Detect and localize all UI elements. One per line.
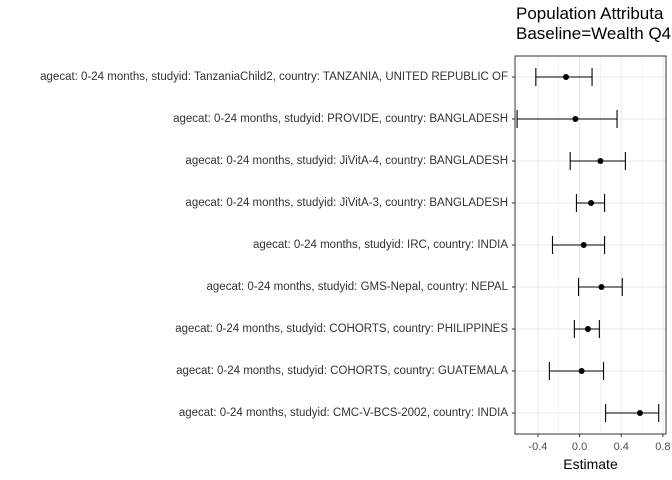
x-axis-title: Estimate <box>563 456 618 472</box>
error-bars-layer <box>516 68 660 422</box>
category-label: agecat: 0-24 months, studyid: JiVitA-4, … <box>185 155 508 167</box>
error-bar <box>569 152 626 170</box>
error-bar <box>516 110 618 128</box>
error-bar <box>573 320 600 338</box>
error-bar <box>575 194 606 212</box>
estimate-point <box>572 116 579 122</box>
category-label: agecat: 0-24 months, studyid: TanzaniaCh… <box>40 71 508 83</box>
plot-title: Population Attributa Baseline=Wealth Q4 <box>516 4 672 44</box>
x-tick-label: 0.8 <box>655 441 671 453</box>
estimate-point <box>578 368 585 374</box>
error-bar <box>551 236 606 254</box>
error-bar <box>535 68 593 86</box>
error-bar <box>548 362 605 380</box>
error-bar <box>605 404 660 422</box>
category-label: agecat: 0-24 months, studyid: JiVitA-3, … <box>185 197 508 209</box>
estimate-point <box>580 242 587 248</box>
estimate-point <box>636 410 643 416</box>
plot-title-line: Baseline=Wealth Q4 <box>516 24 672 43</box>
estimate-point <box>597 158 604 164</box>
category-label: agecat: 0-24 months, studyid: IRC, count… <box>252 239 508 251</box>
plot-title-line: Population Attributa <box>516 4 664 23</box>
estimate-point <box>563 74 570 80</box>
category-label: agecat: 0-24 months, studyid: CMC-V-BCS-… <box>178 407 508 419</box>
x-tick-label: 0.4 <box>613 441 629 453</box>
estimate-point <box>584 326 591 332</box>
category-label: agecat: 0-24 months, studyid: GMS-Nepal,… <box>206 281 508 293</box>
x-tick-label: 0.0 <box>571 441 588 453</box>
estimate-point <box>588 200 595 206</box>
category-label: agecat: 0-24 months, studyid: COHORTS, c… <box>175 323 508 335</box>
axis-ticks <box>512 76 664 437</box>
estimate-point <box>598 284 605 290</box>
category-label: agecat: 0-24 months, studyid: COHORTS, c… <box>176 365 508 377</box>
category-label: agecat: 0-24 months, studyid: PROVIDE, c… <box>173 113 508 125</box>
error-bar <box>577 278 623 296</box>
x-tick-label: -0.4 <box>528 441 548 453</box>
